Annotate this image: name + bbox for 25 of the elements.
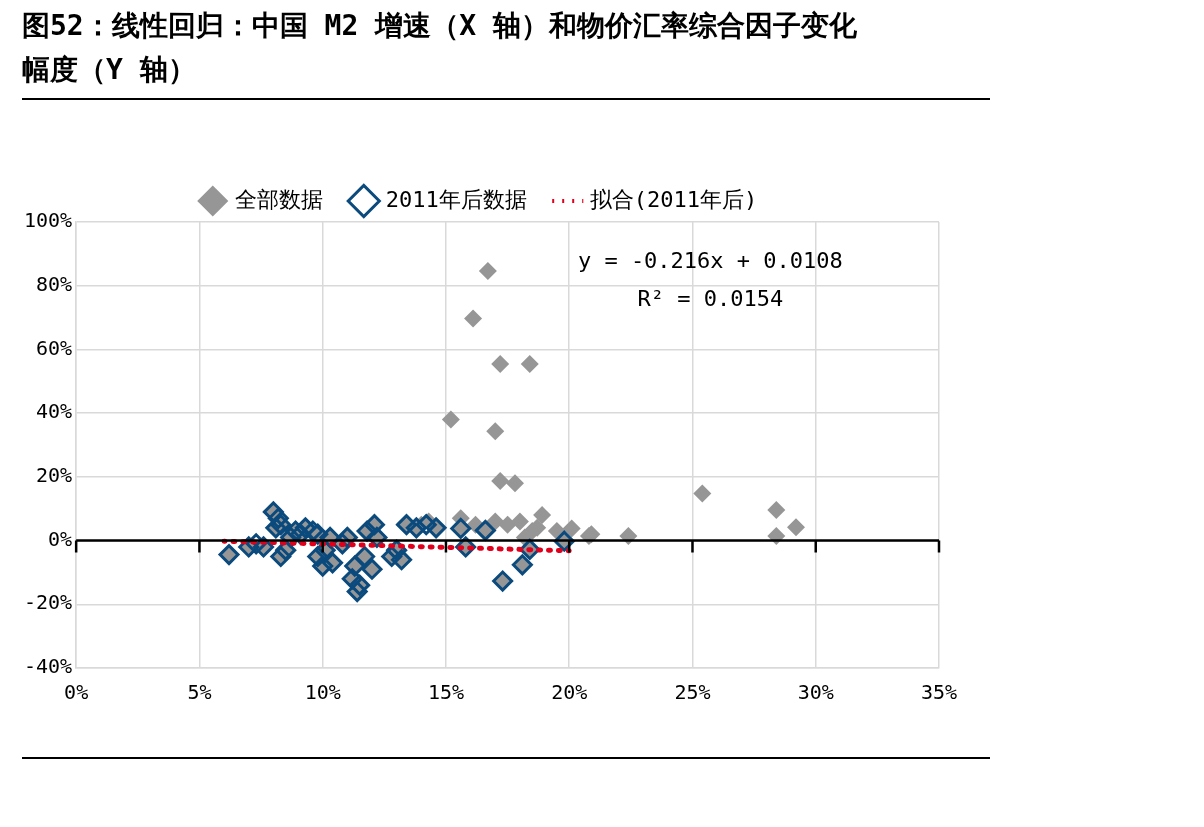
point (415, 514, 437, 536)
annotation: R² = 0.0154 (637, 285, 784, 311)
x-tick-label: 30% (797, 680, 834, 705)
y-tick-label: 60% (36, 335, 73, 360)
x-tick-label: 10% (304, 680, 341, 705)
y-tick-label: 100% (23, 208, 73, 233)
x-tick-label: 35% (920, 680, 958, 705)
x-tick-label: 15% (427, 680, 465, 705)
point (245, 533, 267, 555)
y-tick-label: 80% (36, 271, 73, 296)
legend-label: 全部数据 (234, 186, 323, 212)
y-tick-label: 20% (36, 463, 73, 488)
y-tick-label: 0% (48, 526, 73, 551)
x-tick-label: 0% (64, 680, 89, 705)
legend-label: 拟合(2011年后) (589, 186, 758, 212)
y-tick-label: -40% (23, 654, 73, 679)
legend-label: 2011年后数据 (385, 186, 527, 212)
x-tick-label: 5% (187, 680, 212, 705)
point (267, 507, 289, 529)
y-tick-label: 40% (36, 399, 73, 424)
annotation: y = -0.216x + 0.0108 (577, 247, 843, 273)
y-tick-label: -20% (23, 590, 73, 615)
x-tick-label: 25% (674, 680, 711, 705)
chart-title: 图52：线性回归：中国 M2 增速（X 轴）和物价汇率综合因子变化幅度（Y 轴） (22, 8, 858, 88)
x-tick-label: 20% (551, 680, 588, 705)
